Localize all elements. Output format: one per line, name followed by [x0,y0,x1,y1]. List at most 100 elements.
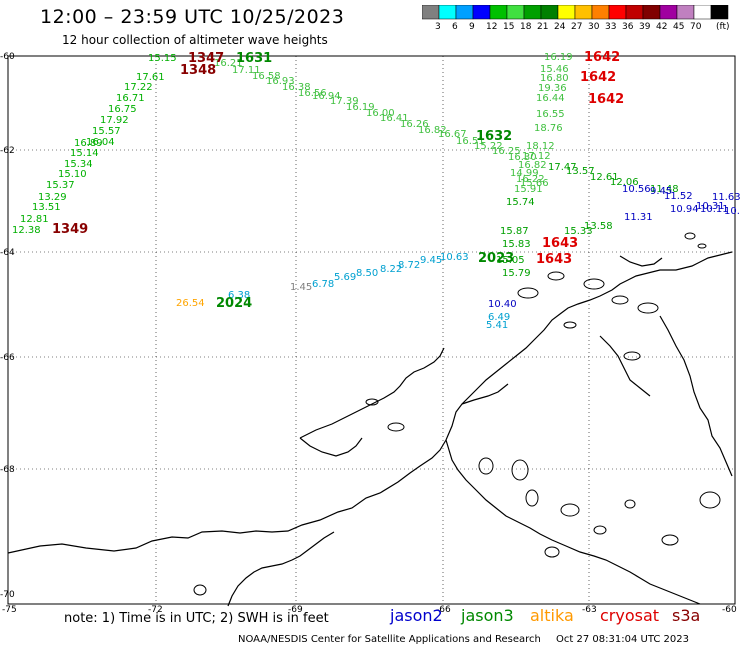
colorbar-label: 12 [486,22,498,32]
colorbar-label: 30 [588,22,600,32]
wave-height-label: 16.51 [456,136,485,147]
wave-height-labels: 12.3812.8113.5113.2915.3715.1015.3415.14… [12,50,740,331]
wave-height-label: 16.26 [400,119,429,130]
wave-height-label: 16.55 [536,109,565,120]
wave-height-label: 16.00 [366,108,395,119]
map-subtitle: 12 hour collection of altimeter wave hei… [62,33,328,47]
wave-height-label: 16.58 [252,71,281,82]
wave-height-label: 17.22 [124,82,153,93]
wave-height-label: 16.71 [116,93,145,104]
wave-height-label: 10.63 [440,252,469,263]
colorbar-label: 24 [554,22,566,32]
wave-height-label: 15.10 [58,169,87,180]
s3a-time-label: 1347 [188,51,224,66]
jason3-time-label: 2024 [216,296,252,311]
wave-height-label: 12.81 [20,214,49,225]
colorbar-label: 15 [503,22,515,32]
footer-note: note: 1) Time is in UTC; 2) SWH is in fe… [64,611,329,626]
mission-jason2: jason2 [390,606,443,625]
wave-height-label: 11.31 [624,212,653,223]
colorbar-unit: (ft) [716,22,730,32]
colorbar-label: 39 [639,22,651,32]
wave-height-label: 15.33 [564,226,593,237]
wave-height-label: 14.99 [510,168,539,179]
cryosat-time-label: 1642 [588,92,624,107]
mission-cryosat: cryosat [600,606,660,625]
wave-height-label: 10.94 [670,204,699,215]
wave-height-label: 16.82 [418,125,447,136]
wave-height-label: 13.29 [38,192,67,203]
wave-height-label: 9.45 [650,186,672,197]
wave-height-label: 6.49 [488,312,510,323]
wave-height-label: 15.37 [46,180,75,191]
colorbar-label: 36 [622,22,634,32]
gray-label: 1.45 [290,282,312,293]
coastline [7,251,733,607]
wave-height-label: 17.92 [100,115,129,126]
lon-gridlines [155,56,590,604]
lon-tick-label: -69 [288,605,303,615]
wave-height-label: 16.67 [438,129,467,140]
timestamp-text: Oct 27 08:31:04 UTC 2023 [556,634,689,645]
colorbar-label: 9 [469,22,475,32]
wave-height-label: 11.63 [712,192,740,203]
wave-height-label: 16.93 [266,76,295,87]
wave-height-label: 16.30 [508,152,537,163]
wave-height-label: 18.76 [534,123,563,134]
wave-height-label: 15.74 [506,197,535,208]
wave-height-label: 11.52 [664,191,693,202]
cryosat-time-label: 1642 [584,50,620,65]
wave-height-label: 11.48 [650,184,679,195]
map-frame [7,55,736,605]
wave-height-label: 15.46 [540,64,569,75]
wave-height-label: 19.36 [538,83,567,94]
colorbar-label: 18 [520,22,532,32]
colorbar-swatch [710,5,729,20]
wave-height-label: 8.22 [380,264,402,275]
lat-gridlines [8,149,735,470]
lon-tick-label: -63 [582,605,597,615]
wave-height-label: 5.41 [486,320,508,331]
wave-height-label: 16.38 [282,82,311,93]
wave-height-label: 12.06 [610,177,639,188]
wave-height-label: 9.45 [420,255,442,266]
colorbar-label: 27 [571,22,583,32]
colorbar-label: 70 [690,22,702,32]
wave-height-label: 12.61 [590,172,619,183]
colorbar-label: 42 [656,22,668,32]
lat-tick-label: -60 [0,52,15,62]
s3a-time-label: 1349 [52,222,88,237]
wave-height-label: 17.12 [522,151,551,162]
wave-height-label: 17.11 [232,65,261,76]
wave-height-label: 6.38 [228,290,250,301]
wave-height-label: 15.57 [92,126,121,137]
altika-label: 26.54 [176,298,205,309]
wave-height-label: 16.44 [536,93,565,104]
wave-height-label: 15.34 [64,159,93,170]
wave-height-label: 8.72 [398,260,420,271]
wave-height-label: 16.19 [544,52,573,63]
wave-height-label: 16.82 [518,160,547,171]
wave-height-label: 8.50 [356,268,378,279]
wave-height-label: 15.91 [514,184,543,195]
colorbar [422,5,729,20]
colorbar-label: 6 [452,22,458,32]
wave-height-label: 17.61 [136,72,165,83]
jason3-time-label: 1631 [236,51,272,66]
wave-height-label: 10.1 [724,206,740,217]
lon-tick-label: -75 [2,605,17,615]
lat-tick-label: -70 [0,590,15,600]
jason3-time-label: 2023 [478,251,514,266]
map-title: 12:00 – 23:59 UTC 10/25/2023 [40,6,345,28]
wave-height-label: 16.04 [86,137,115,148]
mission-altika: altika [530,606,574,625]
s3a-time-label: 1348 [180,63,216,78]
lon-tick-label: -60 [722,605,737,615]
wave-height-label: 16.25 [492,146,521,157]
wave-height-label: 10.56 [622,184,651,195]
wave-height-label: 18.12 [526,141,555,152]
wave-height-label: 13.57 [566,166,595,177]
wave-height-label: 16.41 [380,113,409,124]
wave-height-label: 15.05 [496,255,525,266]
